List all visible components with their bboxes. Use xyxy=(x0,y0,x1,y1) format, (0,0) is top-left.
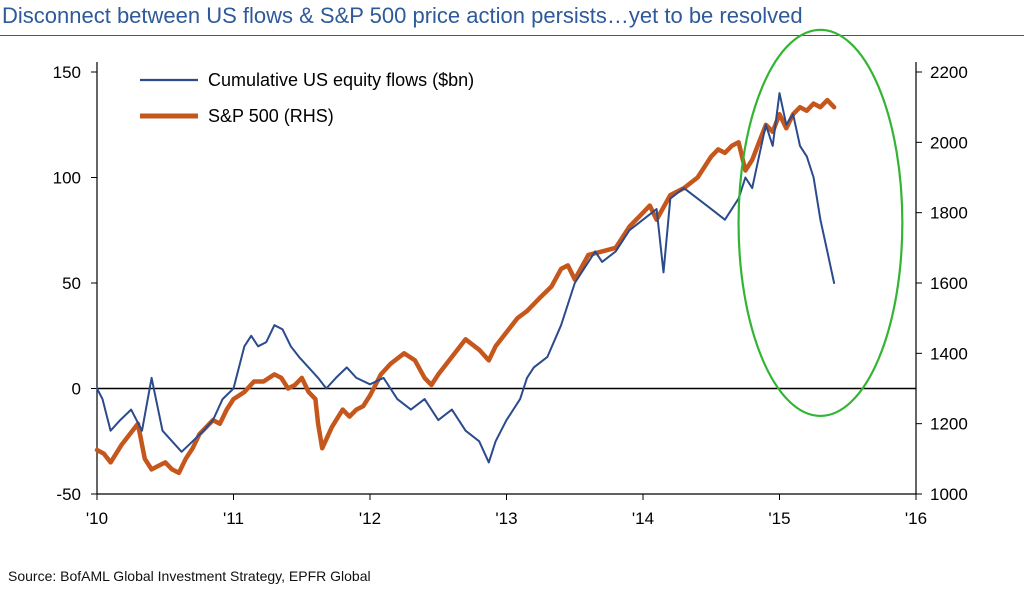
chart-title: Disconnect between US flows & S&P 500 pr… xyxy=(2,3,803,28)
legend-label-spx: S&P 500 (RHS) xyxy=(208,106,334,126)
legend-label-flows: Cumulative US equity flows ($bn) xyxy=(208,70,474,90)
x-tick-label: '11 xyxy=(223,509,244,528)
left-tick-label: 0 xyxy=(72,380,81,399)
title-underline xyxy=(0,35,1024,36)
x-tick-label: '12 xyxy=(359,509,381,528)
spx-series-line xyxy=(94,97,837,476)
left-tick-label: 50 xyxy=(62,274,81,293)
right-tick-label: 1000 xyxy=(930,485,968,504)
source-note: Source: BofAML Global Investment Strateg… xyxy=(8,568,371,584)
x-tick-label: '14 xyxy=(632,509,654,528)
highlight-ellipse xyxy=(737,28,904,418)
left-tick-label: 150 xyxy=(53,63,81,82)
x-tick-label: '10 xyxy=(86,509,108,528)
right-tick-label: 1800 xyxy=(930,204,968,223)
x-tick-label: '16 xyxy=(905,509,927,528)
legend: Cumulative US equity flows ($bn) S&P 500 … xyxy=(140,70,474,126)
right-tick-label: 1200 xyxy=(930,415,968,434)
right-tick-label: 1400 xyxy=(930,344,968,363)
flows-series-line xyxy=(96,92,836,464)
x-tick-label: '13 xyxy=(495,509,517,528)
right-tick-label: 1600 xyxy=(930,274,968,293)
x-tick-label: '15 xyxy=(768,509,790,528)
right-tick-label: 2000 xyxy=(930,133,968,152)
right-tick-label: 2200 xyxy=(930,63,968,82)
series-group xyxy=(94,92,837,476)
flows-vs-spx-chart: -50 0 50 100 150 1000 1200 1400 1600 1800 2000 2200… xyxy=(53,28,968,528)
left-tick-label: 100 xyxy=(53,169,81,188)
left-tick-label: -50 xyxy=(56,485,81,504)
axes-group: -50 0 50 100 150 1000 1200 1400 1600 1800 2000 2200… xyxy=(53,62,968,528)
annotation-group xyxy=(737,28,904,418)
